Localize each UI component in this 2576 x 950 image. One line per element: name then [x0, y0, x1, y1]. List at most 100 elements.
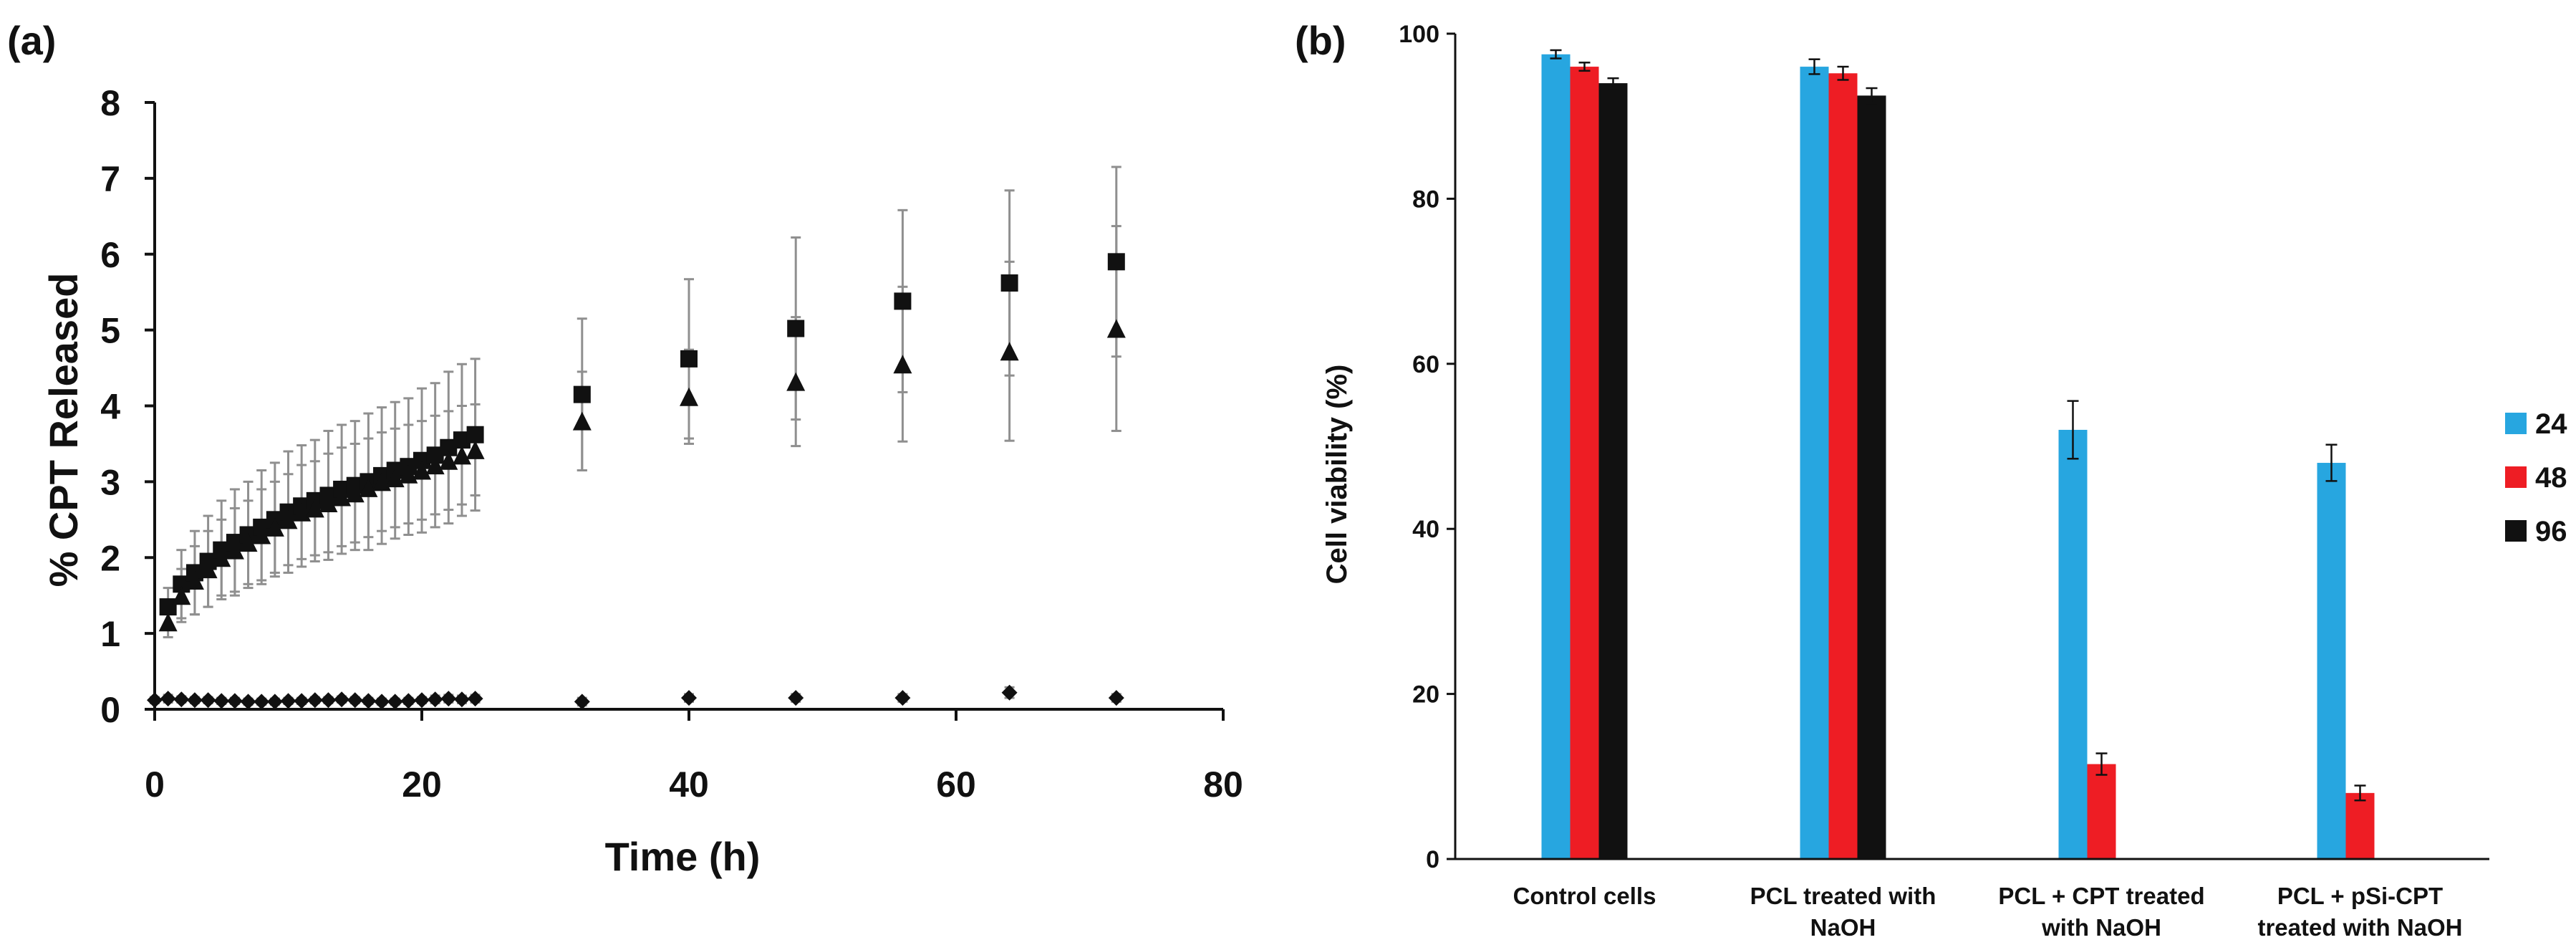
bar-24h	[2317, 463, 2346, 859]
marker-square	[159, 598, 177, 616]
panel-b-axes: 0 20 40 60 80 100	[1399, 21, 2489, 873]
marker-square	[1000, 274, 1018, 292]
panel-a-markers	[147, 253, 1126, 710]
marker-diamond	[574, 694, 590, 710]
panel-a-label: (a)	[7, 18, 56, 63]
marker-diamond	[160, 691, 176, 707]
marker-diamond	[440, 691, 457, 707]
panel-b-cell-viability: (b) Cell viability (%) 0 20 40 60 80 100 Cont…	[1295, 18, 2576, 941]
marker-triangle	[212, 548, 231, 567]
marker-triangle	[413, 461, 431, 480]
marker-triangle	[893, 355, 912, 374]
marker-diamond	[334, 691, 350, 708]
marker-diamond	[387, 694, 403, 710]
marker-triangle	[185, 571, 204, 590]
marker-square	[894, 292, 912, 310]
panel-a-x-axis-title: Time (h)	[605, 834, 761, 879]
marker-square	[787, 320, 805, 337]
bar-24h	[2058, 429, 2088, 859]
category-label: PCL treated with	[1750, 883, 1936, 909]
marker-diamond	[200, 692, 216, 709]
category-label: treated with NaOH	[2257, 914, 2462, 941]
marker-triangle	[345, 484, 365, 503]
legend-label: 48 h	[2535, 462, 2576, 494]
panel-a-y-tick-label: 8	[100, 83, 120, 123]
marker-triangle	[572, 411, 592, 431]
marker-triangle	[1106, 319, 1126, 338]
marker-diamond	[266, 694, 283, 710]
legend-label: 24 h	[2535, 408, 2576, 440]
bar-24h	[1800, 67, 1829, 860]
panel-a-y-tick-label: 6	[100, 235, 120, 275]
marker-diamond	[374, 694, 390, 710]
marker-diamond	[894, 690, 911, 706]
marker-triangle	[265, 517, 284, 537]
marker-square	[466, 426, 484, 443]
bar-48h	[2087, 764, 2116, 859]
panel-b-y-tick-label: 80	[1412, 186, 1439, 213]
marker-diamond	[186, 692, 203, 709]
marker-triangle	[439, 451, 458, 470]
marker-triangle	[319, 494, 338, 513]
marker-triangle	[225, 540, 244, 560]
marker-diamond	[280, 693, 296, 709]
bar-96h	[1857, 95, 1886, 859]
marker-diamond	[467, 691, 483, 707]
legend-swatch-48h	[2505, 466, 2527, 488]
panel-a-y-axis-title: % CPT Released	[41, 273, 86, 587]
category-label: with NaOH	[2041, 914, 2161, 941]
marker-square	[1107, 253, 1125, 271]
category-label: Control cells	[1513, 883, 1656, 909]
marker-triangle	[198, 560, 218, 579]
panel-a-x-tick-label: 80	[1203, 764, 1243, 805]
bar-96h	[1598, 83, 1628, 860]
legend-swatch-96h	[2505, 520, 2527, 542]
marker-diamond	[213, 693, 230, 709]
marker-triangle	[465, 440, 485, 459]
marker-diamond	[347, 692, 363, 709]
panel-b-y-tick-label: 100	[1399, 21, 1439, 48]
panel-a-error-bars	[150, 165, 1121, 707]
panel-a-y-tick-label: 3	[100, 462, 120, 502]
panel-a-y-tick-label: 1	[100, 614, 120, 654]
marker-triangle	[305, 499, 324, 518]
legend-label: 96 h	[2535, 516, 2576, 547]
panel-a-y-tick-label: 7	[100, 159, 120, 199]
panel-a-x-tick-label: 0	[145, 764, 165, 805]
marker-diamond	[254, 694, 270, 710]
bar-48h	[1828, 73, 1858, 859]
category-label: PCL + CPT treated	[1998, 883, 2204, 909]
marker-triangle	[1000, 342, 1019, 361]
marker-diamond	[1108, 690, 1124, 706]
marker-triangle	[252, 525, 271, 544]
panel-a-x-tick-label: 60	[936, 764, 976, 805]
marker-diamond	[681, 690, 697, 706]
marker-triangle	[680, 387, 698, 406]
bar-48h	[2345, 792, 2375, 859]
marker-diamond	[360, 693, 377, 709]
bar-48h	[1570, 67, 1599, 860]
marker-diamond	[294, 693, 310, 709]
marker-triangle	[452, 446, 471, 465]
panel-a-y-tick-label: 4	[100, 387, 120, 427]
marker-triangle	[238, 533, 258, 552]
marker-diamond	[400, 693, 417, 709]
panel-b-bars	[1541, 49, 2375, 860]
marker-square	[573, 385, 591, 403]
panel-a-x-tick-label: 20	[402, 764, 442, 805]
marker-triangle	[172, 586, 191, 605]
marker-diamond	[1001, 684, 1018, 701]
marker-diamond	[240, 694, 256, 710]
panel-a-y-tick-label: 2	[100, 538, 120, 578]
panel-b-y-tick-label: 20	[1412, 681, 1439, 709]
category-label: PCL + pSi-CPT	[2277, 883, 2443, 909]
panel-a-x-tick-label: 40	[669, 764, 709, 805]
panel-b-category-labels: Control cells PCL treated with NaOH PCL + C…	[1513, 883, 2463, 941]
marker-diamond	[788, 690, 804, 706]
marker-triangle	[158, 613, 178, 632]
panel-a-y-tick-label: 0	[100, 690, 120, 730]
panel-b-y-tick-label: 40	[1412, 516, 1439, 543]
